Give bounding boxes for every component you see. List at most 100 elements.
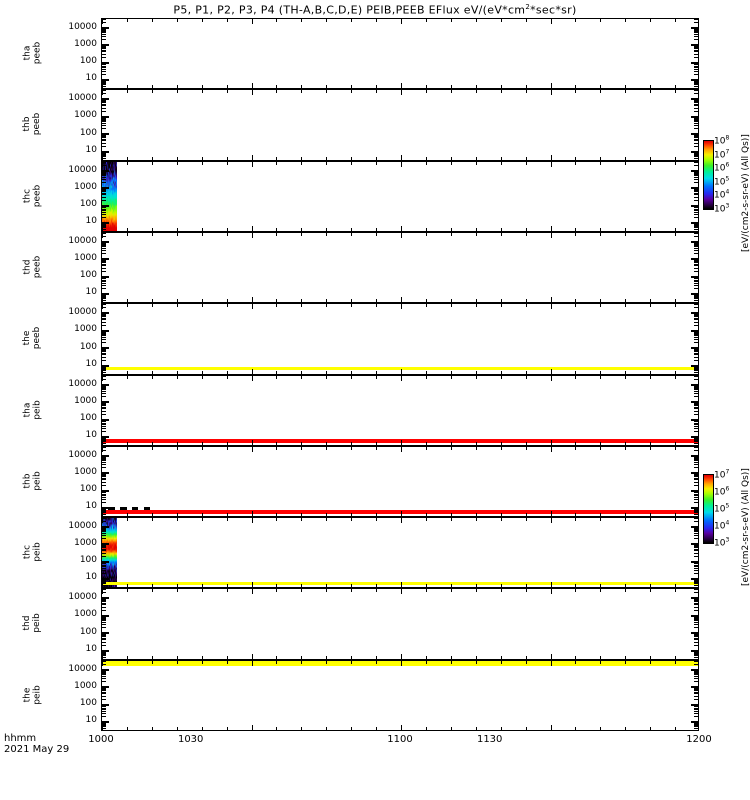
- colorbar-tick-exponent: 7: [725, 148, 730, 156]
- panel-plot-area-the-peib: [102, 661, 698, 730]
- y-tick-label: 10: [85, 145, 97, 156]
- colorbar-tick-label: 107: [714, 468, 729, 481]
- y-tick-label: 10000: [68, 663, 97, 674]
- peeb-colorbar-gradient: [703, 140, 714, 210]
- y-tick-marks-thc-peib: [689, 518, 698, 587]
- y-tick-marks-the-peeb: [102, 304, 111, 374]
- colorbar-tick-label: 106: [714, 161, 729, 174]
- y-tick-label: 100: [79, 56, 97, 67]
- x-tick-label: 1130: [476, 734, 503, 745]
- peib-colorbar-gradient: [703, 474, 714, 544]
- y-tick-marks-thb-peib: [102, 447, 111, 516]
- y-tick-label: 10000: [68, 306, 97, 317]
- y-tick-marks-tha-peeb: [689, 19, 698, 88]
- y-tick-label: 100: [79, 127, 97, 138]
- y-tick-marks-the-peib: [102, 661, 111, 730]
- colorbar-tick-base: 10: [714, 190, 726, 201]
- colorbar-tick-exponent: 6: [725, 485, 730, 493]
- x-tick-marks-thb-peeb: [102, 90, 698, 95]
- y-tick-label: 10000: [68, 378, 97, 389]
- y-tick-label: 100: [79, 626, 97, 637]
- figure-title-post: *sec*sr): [530, 3, 577, 17]
- panel-tha-peib: [101, 375, 699, 446]
- y-tick-labels-the-peib: 10000 1000 100 10: [43, 661, 97, 730]
- y-tick-label: 10000: [68, 591, 97, 602]
- colorbar-tick-exponent: 6: [725, 161, 730, 169]
- y-tick-label: 10: [85, 644, 97, 655]
- y-tick-labels-thb-peeb: 10000 1000 100 10: [43, 90, 97, 160]
- x-tick-marks-tha-peib: [102, 376, 698, 381]
- colorbar-tick-base: 10: [714, 136, 726, 147]
- colorbar-tick-label: 107: [714, 147, 729, 160]
- y-tick-label: 1000: [74, 466, 97, 477]
- panel-thd-peib: [101, 588, 699, 660]
- y-tick-label: 100: [79, 270, 97, 281]
- y-tick-marks-tha-peib: [689, 376, 698, 445]
- panel-plot-area-thb-peib: [102, 447, 698, 516]
- y-tick-marks-thd-peib: [689, 589, 698, 659]
- colorbar-tick-exponent: 4: [725, 188, 730, 196]
- flux-band-thc-peib: [102, 581, 698, 585]
- y-tick-marks-thd-peib: [102, 589, 111, 659]
- colorbar-tick-base: 10: [714, 150, 726, 161]
- y-tick-labels-thd-peeb: 10000 1000 100 10: [43, 233, 97, 302]
- y-tick-label: 1000: [74, 38, 97, 49]
- panel-plot-area-thb-peeb: [102, 90, 698, 160]
- y-tick-marks-tha-peib: [102, 376, 111, 445]
- panel-plot-area-thc-peib: [102, 518, 698, 587]
- panel-thc-peib: [101, 517, 699, 588]
- x-tick-label: 1030: [177, 734, 204, 745]
- y-tick-label: 10000: [68, 21, 97, 32]
- y-tick-label: 1000: [74, 110, 97, 121]
- colorbar-tick-base: 10: [714, 470, 726, 481]
- panel-plot-area-the-peeb: [102, 304, 698, 374]
- x-tick-marks-thd-peeb: [102, 233, 698, 238]
- x-tick-marks-thd-peib: [102, 654, 698, 659]
- y-tick-label: 1000: [74, 395, 97, 406]
- y-tick-marks-thb-peeb: [689, 90, 698, 160]
- y-tick-label: 1000: [74, 609, 97, 620]
- data-gap-dashes-thb-peib: [102, 506, 698, 510]
- y-tick-label: 1000: [74, 252, 97, 263]
- panel-thb-peib: [101, 446, 699, 517]
- figure-title-pre: P5, P1, P2, P3, P4 (TH-A,B,C,D,E) PEIB,P…: [173, 3, 526, 17]
- colorbar-tick-exponent: 7: [725, 468, 730, 476]
- y-tick-label: 10: [85, 430, 97, 441]
- y-tick-label: 100: [79, 413, 97, 424]
- colorbar-tick-base: 10: [714, 521, 726, 532]
- y-tick-labels-thc-peeb: 10000 1000 100 10: [43, 162, 97, 231]
- y-tick-labels-the-peeb: 10000 1000 100 10: [43, 304, 97, 374]
- y-tick-label: 10: [85, 715, 97, 726]
- y-tick-labels-thc-peib: 10000 1000 100 10: [43, 518, 97, 587]
- peib-colorbar-title: [eV/(cm2-sr-s-eV) (All Qs)]: [741, 468, 750, 586]
- colorbar-tick-base: 10: [714, 163, 726, 174]
- x-tick-marks-the-peib: [102, 661, 698, 666]
- y-tick-labels-thd-peib: 10000 1000 100 10: [43, 589, 97, 659]
- colorbar-tick-base: 10: [714, 538, 726, 549]
- colorbar-tick-label: 106: [714, 485, 729, 498]
- y-tick-label: 100: [79, 341, 97, 352]
- y-tick-label: 10: [85, 216, 97, 227]
- flux-band-tha-peib: [102, 438, 698, 443]
- y-tick-marks-thb-peeb: [102, 90, 111, 160]
- colorbar-tick-label: 104: [714, 188, 729, 201]
- x-tick-marks-the-peeb: [102, 304, 698, 309]
- x-tick-label: 1000: [88, 734, 114, 745]
- y-tick-label: 1000: [74, 680, 97, 691]
- panel-the-peib: [101, 660, 699, 731]
- colorbar-tick-exponent: 5: [725, 175, 730, 183]
- x-tick-label: 1100: [387, 734, 413, 745]
- flux-band-the-peeb: [102, 366, 698, 371]
- colorbar-tick-label: 103: [714, 202, 729, 215]
- x-tick-marks-the-peib: [102, 725, 698, 730]
- y-tick-label: 10: [85, 359, 97, 370]
- panel-stack: [101, 18, 699, 731]
- y-tick-marks-thb-peib: [689, 447, 698, 516]
- x-tick-marks-thc-peeb: [102, 162, 698, 167]
- y-tick-label: 100: [79, 484, 97, 495]
- colorbar-tick-base: 10: [714, 177, 726, 188]
- y-tick-marks-thd-peeb: [102, 233, 111, 302]
- y-tick-label: 10: [85, 287, 97, 298]
- y-tick-label: 100: [79, 698, 97, 709]
- panel-plot-area-thc-peeb: [102, 162, 698, 231]
